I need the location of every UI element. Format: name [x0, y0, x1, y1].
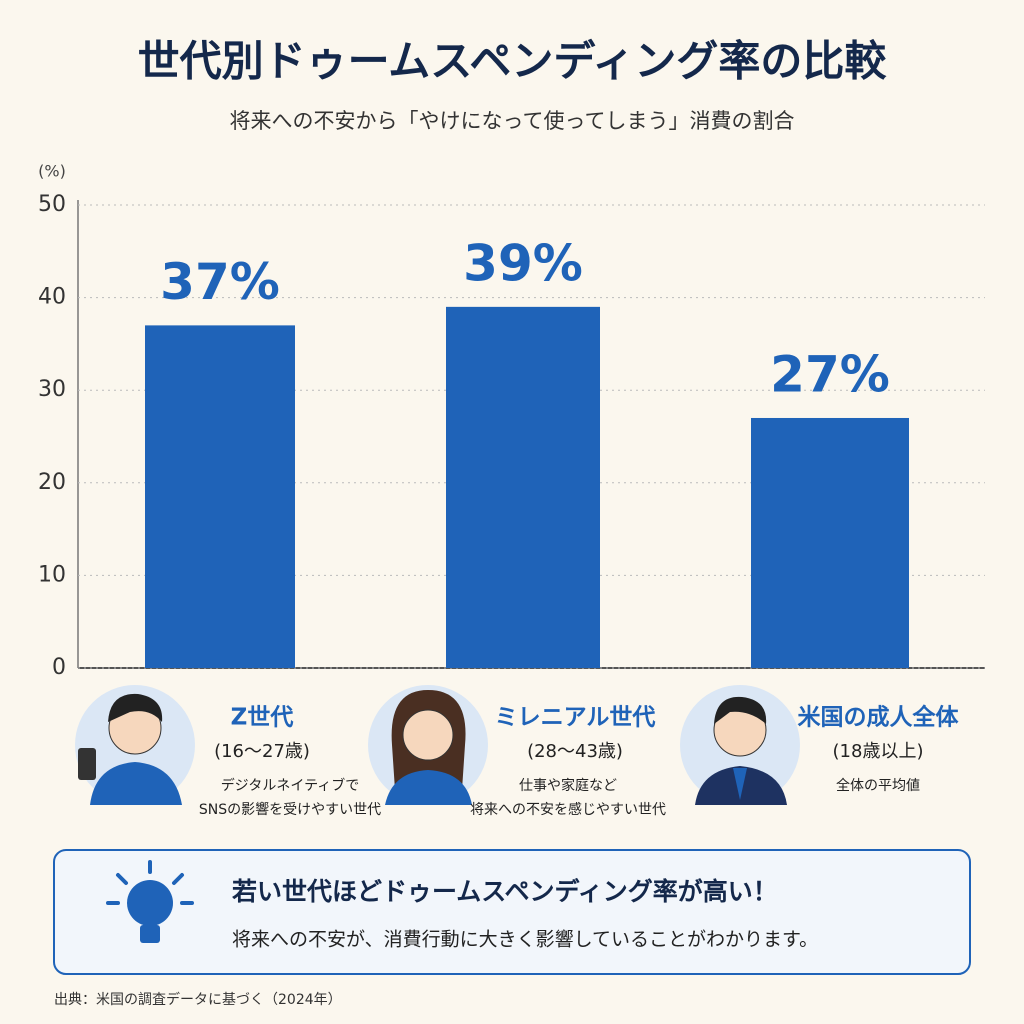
bar — [751, 417, 909, 668]
y-tick-label: 50 — [38, 192, 66, 217]
category-description: SNSの影響を受けやすい世代 — [199, 801, 381, 818]
category-label: Z世代 — [231, 705, 294, 731]
category-description: 仕事や家庭など — [519, 777, 617, 794]
y-tick-label: 10 — [38, 562, 66, 587]
bulb-rays — [106, 860, 194, 905]
avatar-body — [385, 770, 472, 805]
y-tick-label: 40 — [38, 285, 66, 310]
bar — [446, 306, 600, 668]
y-tick-label: 30 — [38, 377, 66, 402]
chart-subtitle: 将来への不安から「やけになって使ってしまう」消費の割合 — [230, 109, 795, 133]
y-unit: (%) — [38, 162, 66, 181]
bar — [145, 325, 295, 668]
category-label: 米国の成人全体 — [798, 704, 960, 731]
avatar-face — [402, 709, 454, 761]
callout-heading: 若い世代ほどドゥームスペンディング率が高い！ — [231, 877, 778, 906]
lightbulb-icon — [106, 860, 194, 943]
category-description: 全体の平均値 — [836, 777, 920, 794]
bulb — [127, 880, 173, 926]
chart-title: 世代別ドゥームスペンディング率の比較 — [138, 37, 888, 86]
source: 出典：米国の調査データに基づく（2024年） — [54, 991, 342, 1008]
y-tick-label: 20 — [38, 470, 66, 495]
category-note: (18歳以上) — [833, 741, 924, 762]
category-note: (16〜27歳) — [214, 741, 310, 762]
bulb-base — [140, 925, 160, 943]
value-label: 27% — [770, 345, 890, 403]
avatar-phone — [78, 748, 96, 780]
callout-text: 将来への不安が、消費行動に大きく影響していることがわかります。 — [232, 929, 818, 951]
category-note: (28〜43歳) — [527, 741, 623, 762]
category-label: ミレニアル世代 — [495, 705, 656, 731]
value-label: 37% — [160, 253, 280, 311]
y-tick-label: 0 — [52, 655, 66, 680]
avatar-hair — [108, 693, 163, 722]
category-description: 将来への不安を感じやすい世代 — [470, 801, 666, 818]
value-label: 39% — [463, 234, 583, 292]
avatars — [75, 685, 800, 805]
avatar-hair — [714, 696, 767, 724]
category-description: デジタルネイティブで — [221, 777, 360, 794]
avatar-body — [90, 762, 182, 805]
avatar-tie — [733, 768, 747, 800]
callout-box — [53, 849, 971, 975]
